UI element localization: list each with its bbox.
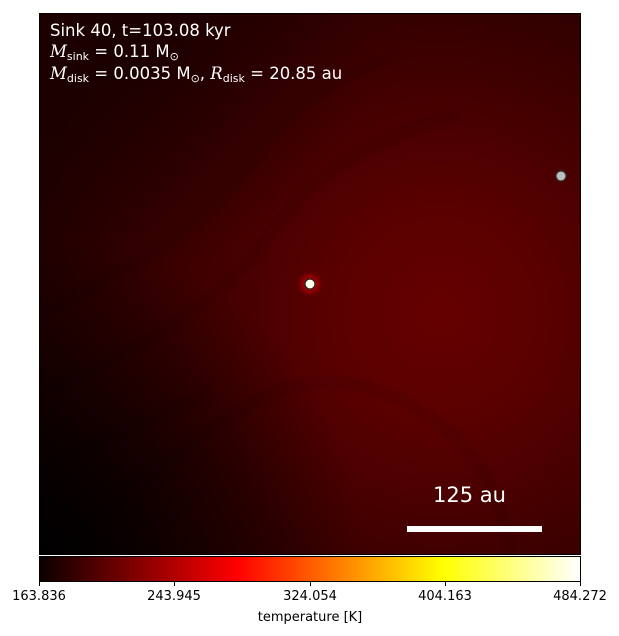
sink-mass-unit-subscript: ⊙ bbox=[169, 50, 179, 63]
colorbar-tick bbox=[445, 582, 446, 586]
sink-time-label: Sink 40, t=103.08 kyr bbox=[50, 21, 231, 40]
disk-label-separator: , bbox=[199, 64, 211, 83]
secondary-sink-marker bbox=[555, 170, 567, 182]
disk-mass-value: = 0.0035 M bbox=[89, 64, 191, 83]
colorbar-gradient bbox=[40, 557, 580, 581]
disk-properties-label: Mdisk = 0.0035 M⊙, Rdisk = 20.85 au bbox=[50, 64, 342, 89]
colorbar-tick-label: 404.163 bbox=[418, 589, 472, 604]
colorbar-tick-label: 163.836 bbox=[12, 589, 66, 604]
colorbar-tick bbox=[174, 582, 175, 586]
sink-mass-label: Msink = 0.11 M⊙ bbox=[50, 42, 179, 67]
disk-radius-subscript: disk bbox=[222, 72, 245, 85]
sink-mass-value: = 0.11 M bbox=[89, 42, 170, 61]
scalebar-label: 125 au bbox=[433, 483, 506, 507]
disk-radius-value: = 20.85 au bbox=[244, 64, 343, 83]
central-sink-marker bbox=[304, 278, 316, 290]
disk-mass-subscript: disk bbox=[66, 72, 90, 85]
disk-radius-symbol: R bbox=[210, 64, 223, 83]
colorbar-tick-label: 243.945 bbox=[147, 589, 201, 604]
disk-mass-unit-subscript: ⊙ bbox=[190, 72, 200, 85]
colorbar-label: temperature [K] bbox=[257, 610, 363, 625]
colorbar-tick-label: 484.272 bbox=[553, 589, 607, 604]
disk-mass-symbol: M bbox=[50, 64, 67, 83]
colorbar-tick-label: 324.054 bbox=[283, 589, 337, 604]
colorbar-tick bbox=[39, 582, 40, 586]
sink-mass-symbol: M bbox=[50, 42, 67, 61]
colorbar-tick bbox=[580, 582, 581, 586]
scalebar bbox=[407, 526, 542, 532]
contour-bands bbox=[40, 47, 517, 554]
temperature-map-panel: Sink 40, t=103.08 kyr Msink = 0.11 M⊙ Md… bbox=[39, 13, 581, 555]
sink-mass-subscript: sink bbox=[66, 50, 90, 63]
colorbar bbox=[39, 556, 581, 582]
temperature-map bbox=[40, 14, 580, 554]
colorbar-tick bbox=[310, 582, 311, 586]
